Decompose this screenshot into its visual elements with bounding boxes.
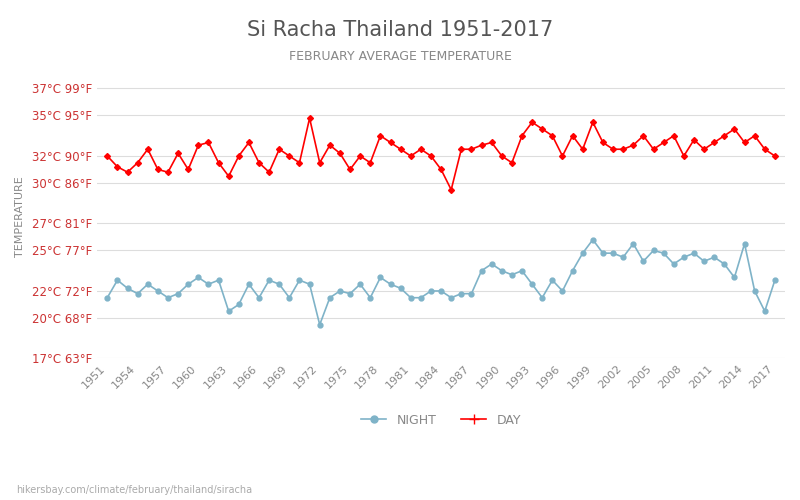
Text: Si Racha Thailand 1951-2017: Si Racha Thailand 1951-2017: [247, 20, 553, 40]
Legend: NIGHT, DAY: NIGHT, DAY: [357, 408, 526, 432]
Text: hikersbay.com/climate/february/thailand/siracha: hikersbay.com/climate/february/thailand/…: [16, 485, 252, 495]
Y-axis label: TEMPERATURE: TEMPERATURE: [15, 176, 25, 257]
Text: FEBRUARY AVERAGE TEMPERATURE: FEBRUARY AVERAGE TEMPERATURE: [289, 50, 511, 63]
